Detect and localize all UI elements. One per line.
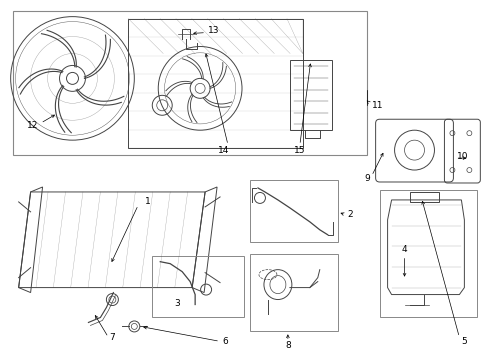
- Text: 1: 1: [145, 197, 151, 206]
- Bar: [410, 192, 440, 202]
- Bar: [13, 11, 367, 155]
- Bar: [380, 190, 477, 318]
- Text: 14: 14: [218, 145, 229, 154]
- Text: 5: 5: [462, 337, 467, 346]
- Text: 9: 9: [364, 174, 369, 183]
- Text: 7: 7: [110, 333, 115, 342]
- Text: 8: 8: [285, 341, 291, 350]
- Text: 11: 11: [371, 101, 383, 110]
- Bar: [250, 180, 338, 242]
- Text: 4: 4: [402, 245, 407, 254]
- Bar: [290, 60, 332, 130]
- Text: 13: 13: [208, 26, 220, 35]
- Text: 12: 12: [27, 121, 39, 130]
- Bar: [250, 254, 338, 332]
- Text: 3: 3: [174, 299, 180, 308]
- Text: 10: 10: [457, 152, 469, 161]
- Bar: [128, 19, 303, 148]
- Text: 15: 15: [294, 145, 306, 154]
- Bar: [152, 256, 244, 318]
- Text: 2: 2: [348, 210, 353, 219]
- Text: 6: 6: [222, 337, 228, 346]
